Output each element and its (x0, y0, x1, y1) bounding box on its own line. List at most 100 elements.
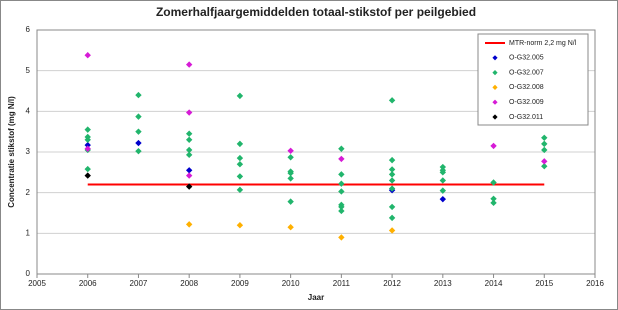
data-point (287, 169, 294, 177)
data-point (236, 161, 244, 168)
data-point (287, 224, 294, 231)
legend-box (477, 33, 589, 126)
data-point (287, 147, 294, 154)
data-point (541, 146, 548, 154)
data-point (541, 163, 548, 170)
y-tick-label: 0 (26, 269, 31, 278)
y-axis-title: Concentratie stikstof (mg N/l) (7, 96, 16, 208)
x-tick-label: 2012 (383, 279, 401, 288)
x-tick-label: 2016 (586, 279, 604, 288)
legend-swatch (492, 55, 498, 61)
data-point (84, 141, 91, 149)
x-tick-label: 2010 (282, 279, 300, 288)
x-tick-label: 2009 (231, 279, 249, 288)
legend-label: O-G32.005 (509, 55, 544, 62)
data-point (338, 234, 345, 241)
data-point (84, 172, 91, 179)
data-point (84, 126, 91, 133)
data-point (439, 177, 447, 184)
x-tick-label: 2007 (130, 279, 148, 288)
x-tick-label: 2008 (180, 279, 198, 288)
data-point (185, 172, 193, 179)
plot-border (36, 29, 596, 275)
data-point (185, 167, 193, 174)
chart-title: Zomerhalfjaargemiddelden totaal-stikstof… (156, 5, 476, 19)
data-point (236, 222, 244, 229)
x-tick-label: 2013 (434, 279, 452, 288)
data-point (490, 142, 497, 150)
data-point (185, 221, 193, 228)
y-tick-label: 5 (26, 66, 31, 75)
data-point (388, 97, 396, 104)
data-point (388, 166, 396, 173)
data-point (388, 227, 396, 234)
data-point (388, 203, 396, 211)
data-point (338, 203, 345, 211)
legend-label: O-G32.011 (509, 114, 543, 121)
data-point (185, 146, 193, 154)
y-tick-label: 2 (26, 188, 31, 197)
data-point (338, 155, 345, 163)
data-point (541, 158, 548, 165)
legend-swatch (492, 70, 498, 76)
data-point (490, 179, 497, 186)
data-point (84, 145, 91, 152)
data-point (236, 154, 244, 162)
y-tick-label: 3 (26, 147, 31, 156)
data-point (338, 207, 345, 215)
x-axis-title: Jaar (308, 293, 324, 302)
data-point (388, 185, 396, 192)
legend-swatch (492, 84, 498, 90)
legend-label: MTR-norm 2,2 mg N/l (509, 40, 577, 47)
data-point (439, 163, 447, 171)
data-point (185, 109, 193, 116)
data-point (135, 139, 142, 147)
data-point (84, 52, 91, 59)
data-point (490, 199, 497, 207)
data-point (490, 195, 497, 202)
data-point (439, 195, 447, 203)
data-point (84, 165, 91, 173)
legend-label: O-G32.007 (509, 69, 544, 76)
data-point (185, 136, 193, 143)
x-tick-label: 2015 (535, 279, 553, 288)
data-point (287, 198, 294, 205)
legend-label: O-G32.009 (509, 99, 544, 106)
data-point (135, 113, 142, 120)
y-tick-label: 1 (26, 228, 31, 237)
legend-swatch (492, 114, 498, 120)
x-tick-label: 2014 (485, 279, 503, 288)
data-point (388, 171, 396, 178)
legend-label: O-G32.008 (509, 84, 544, 91)
data-point (338, 171, 345, 178)
x-tick-label: 2006 (79, 279, 97, 288)
data-point (185, 183, 193, 190)
data-point (338, 180, 345, 187)
data-point (236, 140, 244, 148)
data-point (439, 169, 447, 176)
x-tick-label: 2011 (333, 279, 351, 288)
data-point (388, 156, 396, 164)
data-point (236, 186, 244, 194)
data-point (185, 130, 193, 137)
data-point (84, 136, 91, 143)
data-point (135, 91, 142, 99)
data-point (541, 140, 548, 148)
data-point (541, 134, 548, 141)
data-point (185, 61, 193, 68)
x-tick-label: 2005 (28, 279, 46, 288)
legend-swatch (492, 99, 498, 105)
data-point (236, 92, 244, 100)
data-point (338, 145, 345, 152)
data-point (287, 154, 294, 161)
data-point (135, 147, 142, 155)
y-tick-label: 6 (26, 25, 31, 34)
data-point (236, 173, 244, 180)
data-point (388, 177, 396, 184)
data-point (338, 188, 345, 195)
y-tick-label: 4 (26, 106, 31, 115)
data-point (287, 175, 294, 182)
data-point (185, 151, 193, 159)
